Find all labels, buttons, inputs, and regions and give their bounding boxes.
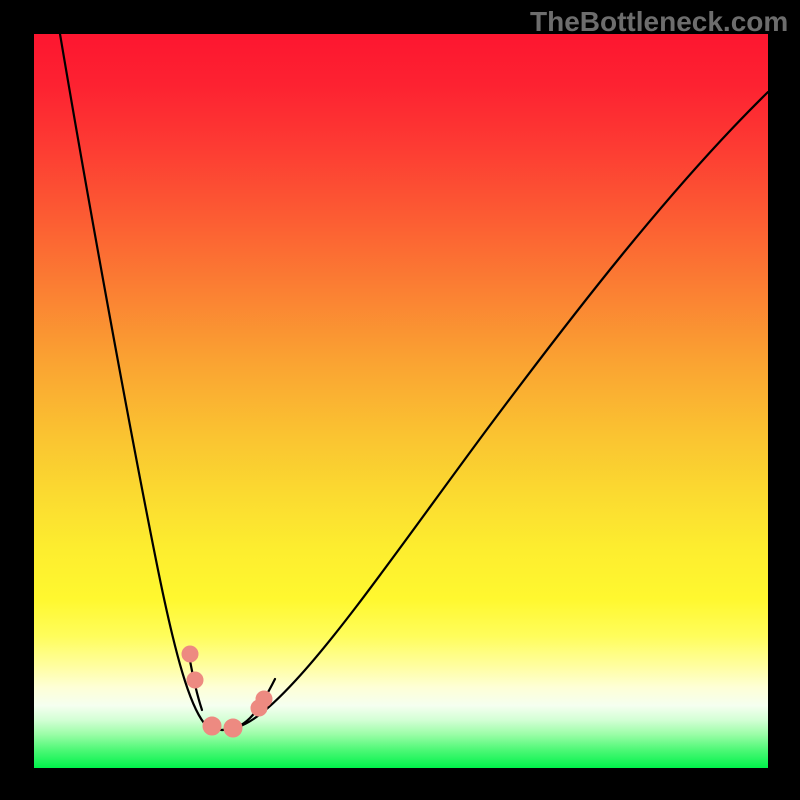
curve-left-branch xyxy=(60,34,275,730)
curve-right-branch xyxy=(222,92,768,730)
valley-marker xyxy=(187,672,203,688)
valley-marker xyxy=(256,691,272,707)
curve-layer xyxy=(0,0,800,800)
valley-marker xyxy=(203,717,221,735)
valley-marker xyxy=(182,646,198,662)
valley-marker xyxy=(224,719,242,737)
watermark-text: TheBottleneck.com xyxy=(530,6,788,38)
